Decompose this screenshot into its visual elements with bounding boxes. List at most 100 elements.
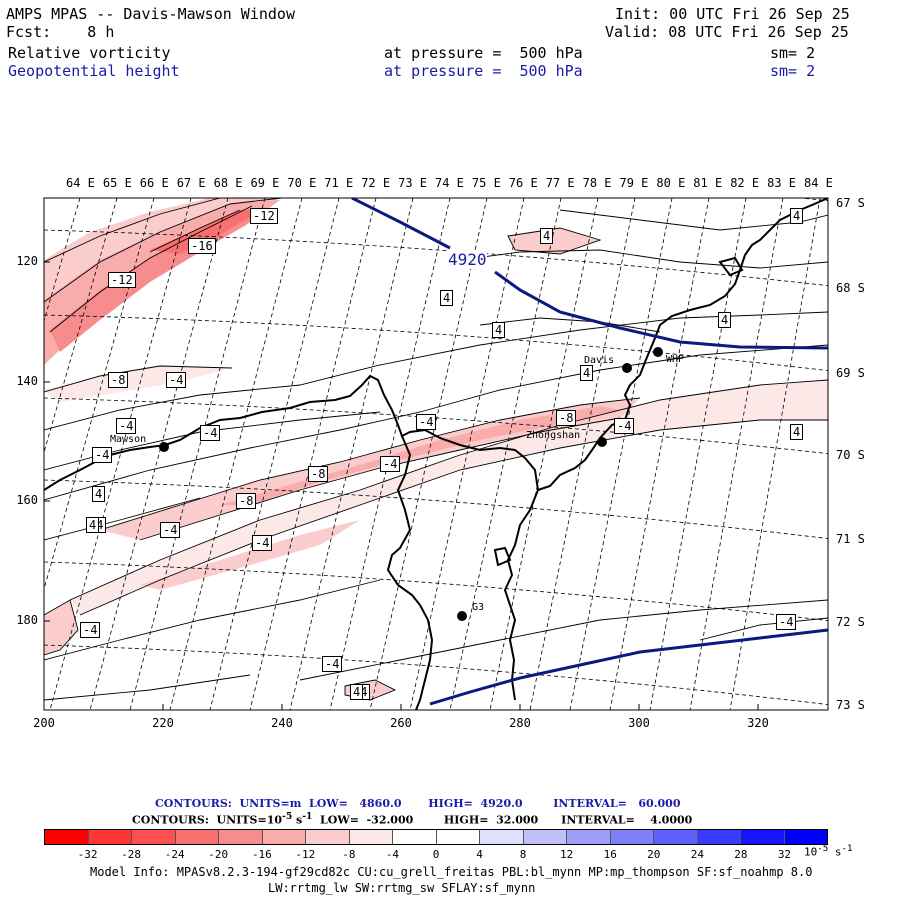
vorticity-contour-label: -8 <box>308 466 329 482</box>
vorticity-contour-label: 4 <box>718 312 732 328</box>
station-marker-zhongshan[interactable] <box>597 437 607 447</box>
field2-level: at pressure = 500 hPa <box>384 62 583 80</box>
vorticity-contour-label: -12 <box>250 208 278 224</box>
vorticity-contour-label: -4 <box>416 414 437 430</box>
colorbar-swatch <box>262 830 306 844</box>
station-label-davis: Davis <box>584 355 615 366</box>
latitude-label: 72 S <box>836 615 865 629</box>
longitude-label: 79 E <box>619 176 649 190</box>
colorbar-swatch <box>523 830 567 844</box>
longitude-label: 80 E <box>656 176 686 190</box>
vorticity-contour-label: 4 <box>580 365 594 381</box>
station-label-whp: WHP <box>666 354 685 365</box>
colorbar-tick-label: 8 <box>519 848 527 861</box>
colorbar-tick-label: -4 <box>385 848 400 861</box>
colorbar-unit: 10-5 s-1 <box>804 843 853 859</box>
field1-level: at pressure = 500 hPa <box>384 44 583 62</box>
longitude-label: 76 E <box>508 176 538 190</box>
geopotential-height-contours <box>351 198 828 706</box>
map-frame <box>43 197 829 711</box>
colorbar-tick-label: -12 <box>295 848 316 861</box>
longitude-label: 75 E <box>471 176 501 190</box>
y-tick-label: 120 <box>16 254 38 268</box>
y-tick-label: 180 <box>16 613 38 627</box>
vorticity-contour-label: -16 <box>188 238 216 254</box>
longitude-label: 72 E <box>361 176 391 190</box>
colorbar-swatch <box>132 830 176 844</box>
vorticity-contour-label: 4 <box>790 424 804 440</box>
colorbar-swatch <box>393 830 437 844</box>
vorticity-contour-label: -8 <box>108 372 129 388</box>
longitude-label: 73 E <box>398 176 427 190</box>
station-markers <box>159 347 663 621</box>
colorbar-tick-label: 32 <box>777 848 792 861</box>
vorticity-contour-label: -4 <box>380 456 401 472</box>
colorbar-tick-label: 16 <box>603 848 617 861</box>
colorbar-swatch <box>697 830 741 844</box>
vorticity-contour-label: -4 <box>776 614 797 630</box>
colorbar-tick-label: -24 <box>164 848 185 861</box>
height-contour-legend: CONTOURS: UNITS=m LOW= 4860.0 HIGH= 4920… <box>155 797 681 810</box>
colorbar-swatch <box>45 830 89 844</box>
x-tick-label: 280 <box>509 716 531 730</box>
vorticity-contour-label: -4 <box>200 425 221 441</box>
vorticity-contour-label: 4 <box>86 517 100 533</box>
longitude-label: 83 E <box>767 176 796 190</box>
vorticity-contour-label: -4 <box>160 522 181 538</box>
vorticity-contour-label: 4 <box>440 290 454 306</box>
longitude-label: 64 E <box>66 176 95 190</box>
model-info-line1: Model Info: MPASv8.2.3-194-gf29cd82c CU:… <box>90 865 813 879</box>
vorticity-contour-label: -4 <box>322 656 343 672</box>
latitude-label: 68 S <box>836 281 865 295</box>
colorbar-swatch <box>436 830 480 844</box>
longitude-label: 82 E <box>730 176 760 190</box>
longitude-label: 70 E <box>287 176 317 190</box>
latitude-gridlines <box>44 198 828 705</box>
vorticity-contour-label: -4 <box>166 372 187 388</box>
colorbar-swatch <box>219 830 263 844</box>
longitude-label: 84 E <box>804 176 833 190</box>
longitude-label: 77 E <box>545 176 575 190</box>
longitude-label: 65 E <box>102 176 132 190</box>
station-label-zhongshan: Zhongshan <box>526 430 581 441</box>
latitude-label: 70 S <box>836 448 865 462</box>
station-marker-whp[interactable] <box>653 347 663 357</box>
colorbar-tick-label: -20 <box>208 848 229 861</box>
colorbar-swatch <box>306 830 350 844</box>
latitude-label: 69 S <box>836 366 865 380</box>
station-label-g3: G3 <box>472 602 485 613</box>
init-time: Init: 00 UTC Fri 26 Sep 25 <box>615 5 850 23</box>
colorbar-swatch <box>480 830 524 844</box>
vorticity-contour-label: 4 <box>92 486 106 502</box>
longitude-label: 68 E <box>213 176 243 190</box>
station-label-mawson: Mawson <box>110 434 147 445</box>
colorbar-tick-label: 0 <box>432 848 440 861</box>
colorbar-tick-label: -32 <box>77 848 98 861</box>
colorbar-swatch <box>88 830 132 844</box>
vorticity-contour-label: -4 <box>92 447 113 463</box>
latitude-label: 71 S <box>836 532 865 546</box>
colorbar-tick-label: 4 <box>476 848 483 861</box>
colorbar-tick-label: -28 <box>121 848 142 861</box>
station-marker-g3[interactable] <box>457 611 467 621</box>
x-tick-label: 240 <box>271 716 293 730</box>
colorbar-tick-label: 24 <box>690 848 704 861</box>
forecast-hour: Fcst: 8 h <box>6 23 115 41</box>
colorbar-tick-label: -8 <box>342 848 356 861</box>
station-marker-mawson[interactable] <box>159 442 169 452</box>
colorbar-swatch <box>175 830 219 844</box>
longitude-label: 66 E <box>139 176 169 190</box>
longitude-label: 69 E <box>250 176 280 190</box>
colorbar-swatch <box>610 830 654 844</box>
x-tick-label: 220 <box>152 716 174 730</box>
vorticity-contour-label: -4 <box>614 418 635 434</box>
station-marker-davis[interactable] <box>622 363 632 373</box>
colorbar-swatch <box>784 830 827 844</box>
colorbar-tick-label: 28 <box>734 848 748 861</box>
colorbar-tick-label: -16 <box>251 848 272 861</box>
vorticity-contour-label: -8 <box>236 493 257 509</box>
x-tick-label: 260 <box>390 716 412 730</box>
vorticity-contour-label: 4 <box>790 208 804 224</box>
colorbar-swatch <box>741 830 785 844</box>
